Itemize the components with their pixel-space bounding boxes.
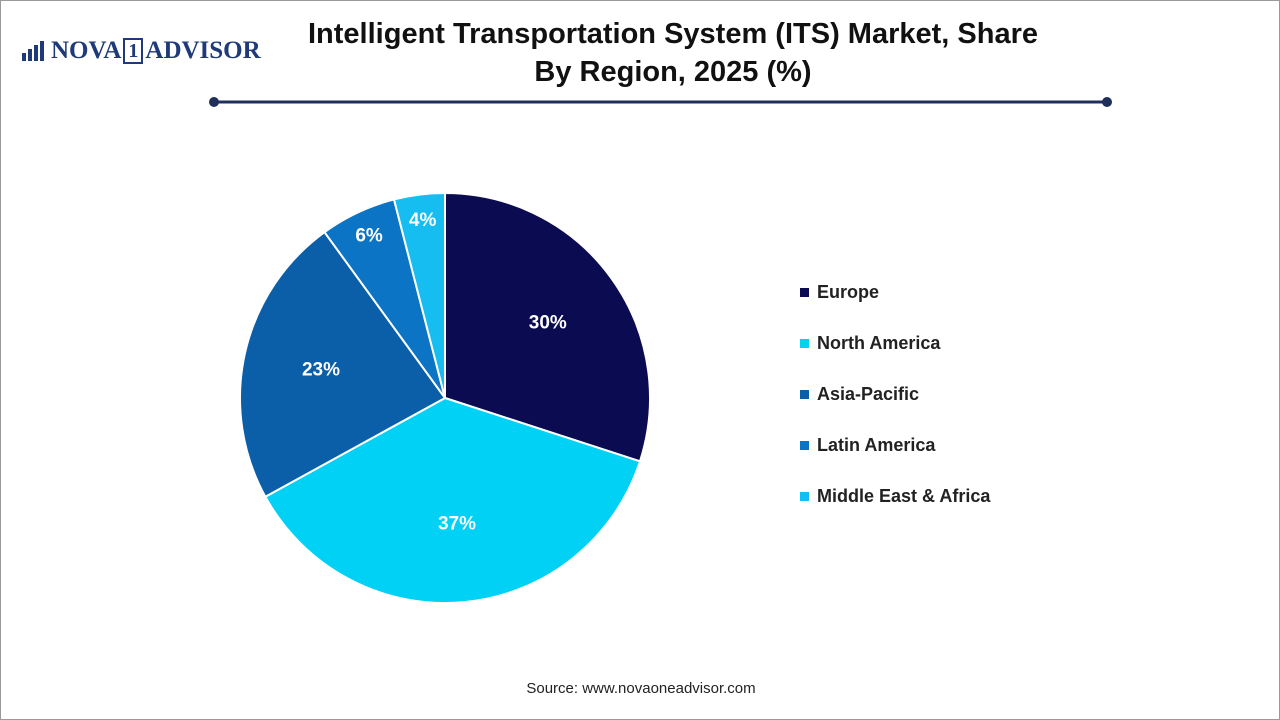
logo: NOVA 1 ADVISOR — [21, 37, 261, 65]
pie-slice — [239, 230, 447, 499]
pie-slice — [263, 396, 642, 604]
data-label: 30% — [529, 312, 567, 333]
rule-dot — [209, 97, 219, 107]
logo-icon — [22, 41, 44, 61]
data-label: 37% — [438, 514, 476, 535]
logo-mark: 1 — [123, 38, 144, 64]
chart-title: Intelligent Transportation System (ITS) … — [308, 18, 1038, 88]
legend-swatch — [800, 339, 809, 348]
data-label: 6% — [355, 226, 383, 247]
rule-dot — [1102, 97, 1112, 107]
source: Source: www.novaoneadvisor.com — [526, 680, 756, 697]
pie-slice — [444, 191, 651, 463]
legend-label: Europe — [817, 282, 879, 302]
legend-swatch — [800, 288, 809, 297]
legend-label: Latin America — [817, 435, 936, 455]
legend-swatch — [800, 492, 809, 501]
data-label: 23% — [302, 359, 340, 380]
legend-swatch — [800, 441, 809, 450]
logo-text: ADVISOR — [145, 37, 261, 64]
logo-text: NOVA — [51, 37, 122, 64]
data-label: 4% — [409, 210, 437, 231]
legend-label: Asia-Pacific — [817, 384, 919, 404]
legend-label: Middle East & Africa — [817, 486, 991, 506]
pie-slice — [392, 191, 446, 399]
legend-label: North America — [817, 333, 941, 353]
legend-swatch — [800, 390, 809, 399]
